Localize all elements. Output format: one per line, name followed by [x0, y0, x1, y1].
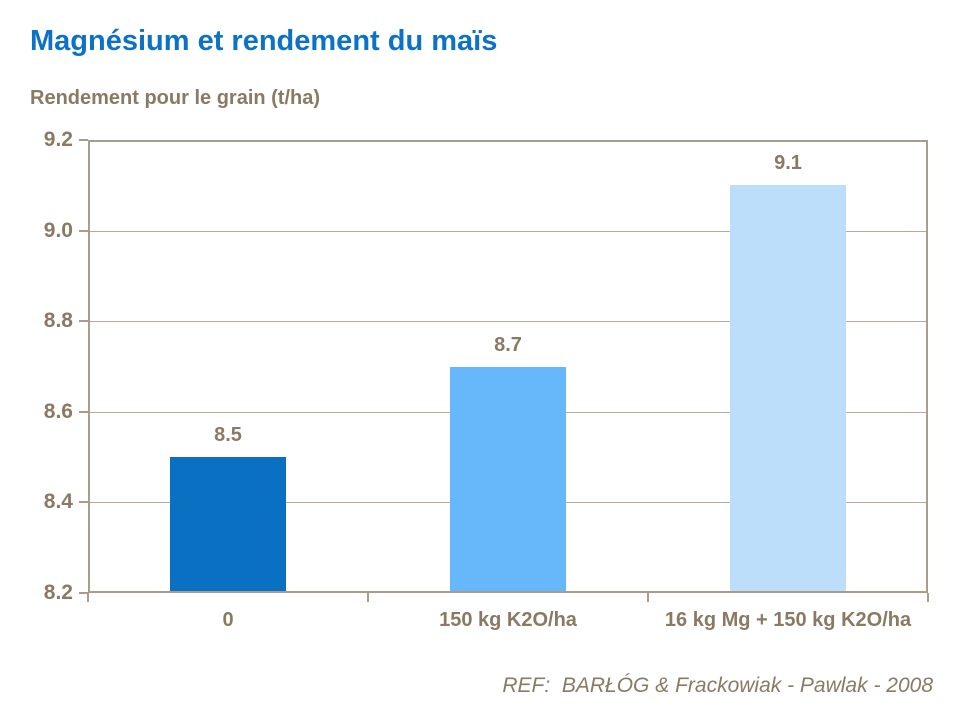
y-axis-label: 8.4 [43, 490, 73, 513]
gridline [88, 321, 928, 322]
bar-value-label: 8.5 [214, 424, 242, 446]
bar [450, 367, 566, 592]
x-tick [87, 593, 89, 602]
x-axis-label: 150 kg K2O/ha [439, 609, 577, 631]
y-axis-label: 9.2 [43, 128, 73, 151]
bar [730, 185, 846, 592]
bar-value-label: 9.1 [774, 152, 802, 174]
bar [170, 457, 286, 592]
y-tick [79, 320, 88, 322]
y-axis-label: 9.0 [43, 219, 73, 242]
bar-value-label: 8.7 [494, 334, 522, 356]
x-axis-label: 0 [222, 609, 234, 631]
x-axis-label: 16 kg Mg + 150 kg K2O/ha [664, 609, 912, 631]
chart-title: Magnésium et rendement du maïs [30, 25, 498, 57]
y-tick [79, 230, 88, 232]
x-tick [927, 593, 929, 602]
y-tick [79, 501, 88, 503]
y-tick [79, 592, 88, 594]
y-tick [79, 139, 88, 141]
y-axis-title: Rendement pour le grain (t/ha) [30, 87, 321, 109]
x-tick [367, 593, 369, 602]
x-tick [647, 593, 649, 602]
y-axis-label: 8.6 [43, 400, 73, 423]
y-tick [79, 411, 88, 413]
reference-text: REF: BARŁÓG & Frackowiak - Pawlak - 2008 [502, 674, 933, 697]
gridline [88, 231, 928, 232]
y-axis-label: 8.8 [43, 309, 73, 332]
y-axis-label: 8.2 [43, 581, 73, 604]
